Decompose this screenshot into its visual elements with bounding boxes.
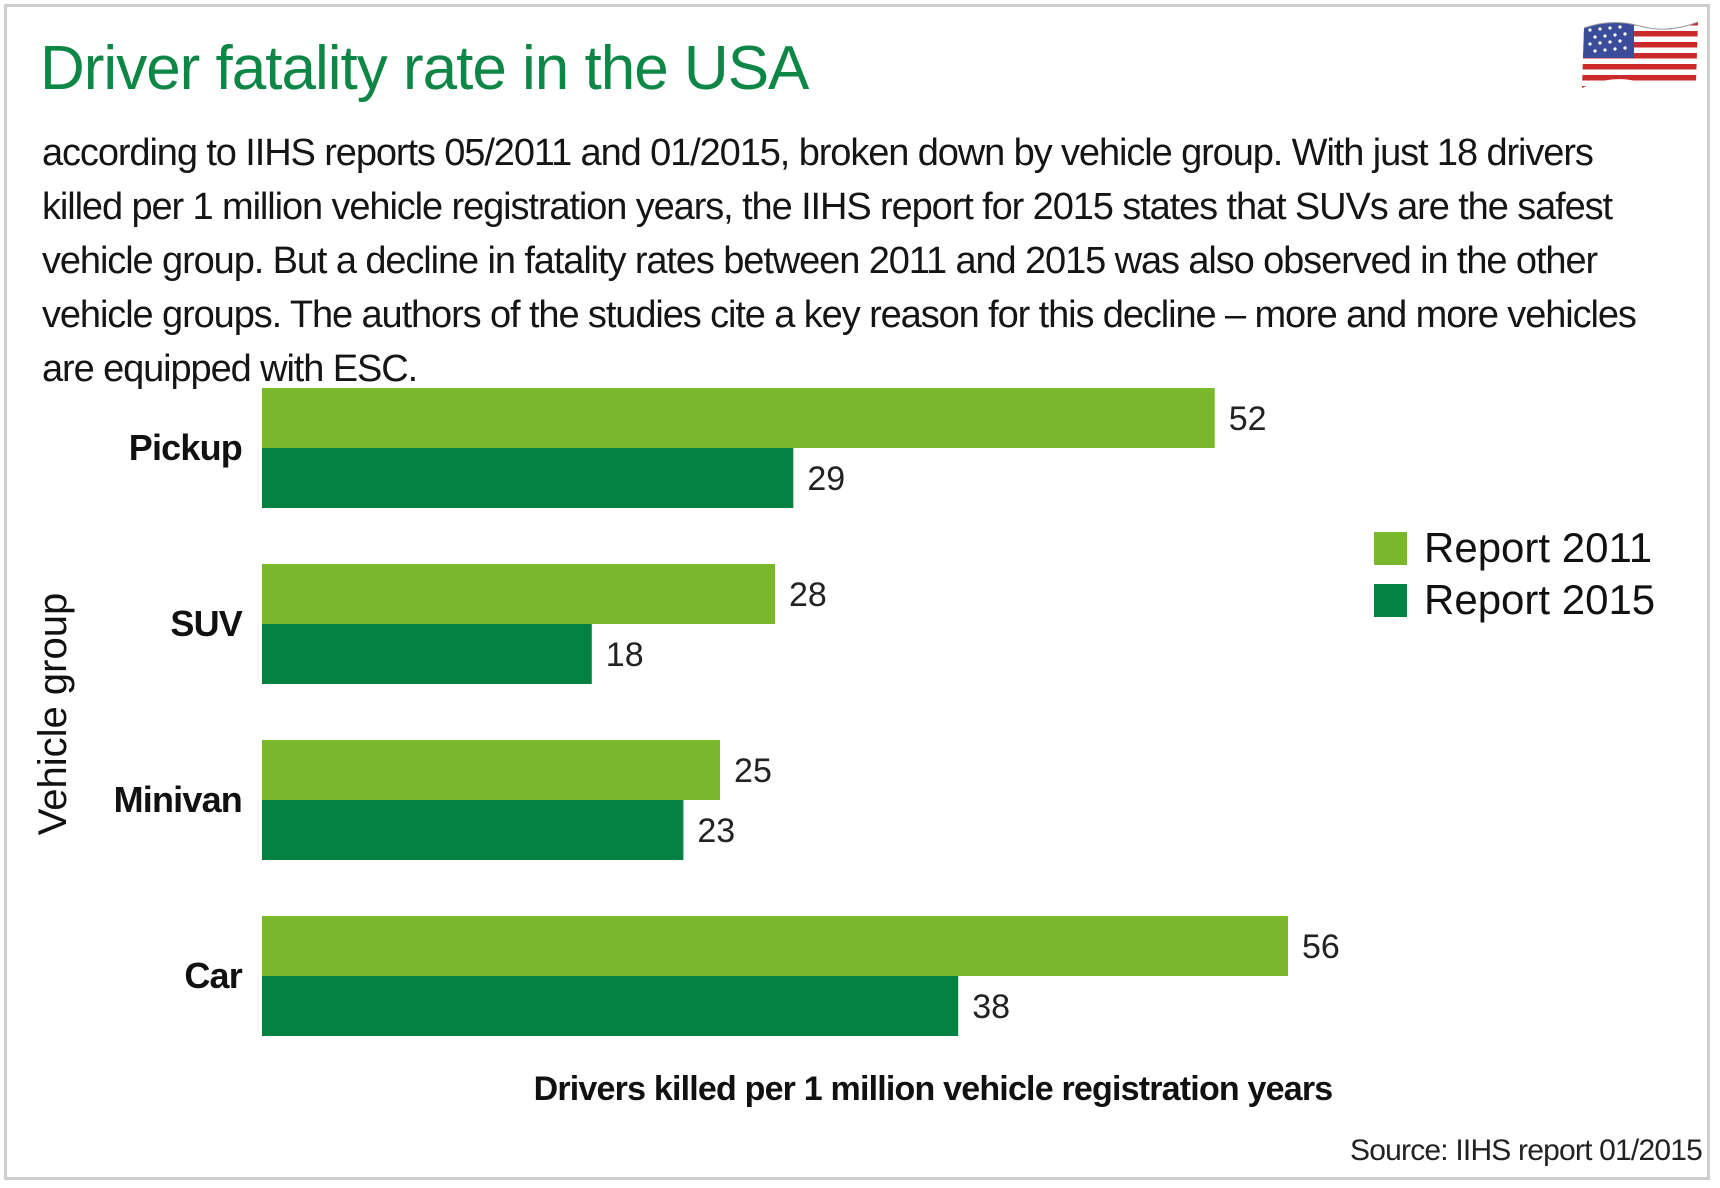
category-label-pickup: Pickup <box>129 427 242 468</box>
legend-swatch-0 <box>1374 532 1407 565</box>
us-flag-icon <box>1582 21 1699 88</box>
legend-label-0: Report 2011 <box>1424 524 1652 571</box>
bar-minivan-report-2015 <box>262 800 684 860</box>
legend-label-1: Report 2015 <box>1424 576 1655 623</box>
x-axis-label: Drivers killed per 1 million vehicle reg… <box>534 1070 1333 1108</box>
bars-group: Pickup 52 29 SUV 28 18 Minivan 25 23 Car 56 38 <box>114 388 1340 1036</box>
bar-car-report-2011 <box>262 916 1288 976</box>
data-label-car-report-2015: 38 <box>972 988 1010 1026</box>
legend-swatch-1 <box>1374 584 1407 617</box>
legend: Report 2011 Report 2015 <box>1374 524 1655 623</box>
chart-frame <box>4 4 1710 1180</box>
bar-pickup-report-2015 <box>262 448 794 508</box>
data-label-minivan-report-2015: 23 <box>697 812 735 850</box>
chart-title: Driver fatality rate in the USA <box>40 34 809 103</box>
data-label-suv-report-2011: 28 <box>789 576 827 614</box>
source-note: Source: IIHS report 01/2015 <box>1350 1134 1703 1167</box>
bar-suv-report-2011 <box>262 564 775 624</box>
data-label-pickup-report-2011: 52 <box>1229 400 1267 438</box>
bar-suv-report-2015 <box>262 624 592 684</box>
bar-car-report-2015 <box>262 976 959 1036</box>
category-label-minivan: Minivan <box>114 779 242 820</box>
y-axis-label: Vehicle group <box>31 593 75 835</box>
data-label-minivan-report-2011: 25 <box>734 752 772 790</box>
category-label-suv: SUV <box>170 603 242 644</box>
data-label-suv-report-2015: 18 <box>606 636 644 674</box>
data-label-pickup-report-2015: 29 <box>807 460 845 498</box>
data-label-car-report-2011: 56 <box>1302 928 1340 966</box>
bar-minivan-report-2011 <box>262 740 721 800</box>
bar-pickup-report-2011 <box>262 388 1215 448</box>
category-label-car: Car <box>184 955 242 996</box>
chart-description: according to IIHS reports 05/2011 and 01… <box>42 132 1637 390</box>
